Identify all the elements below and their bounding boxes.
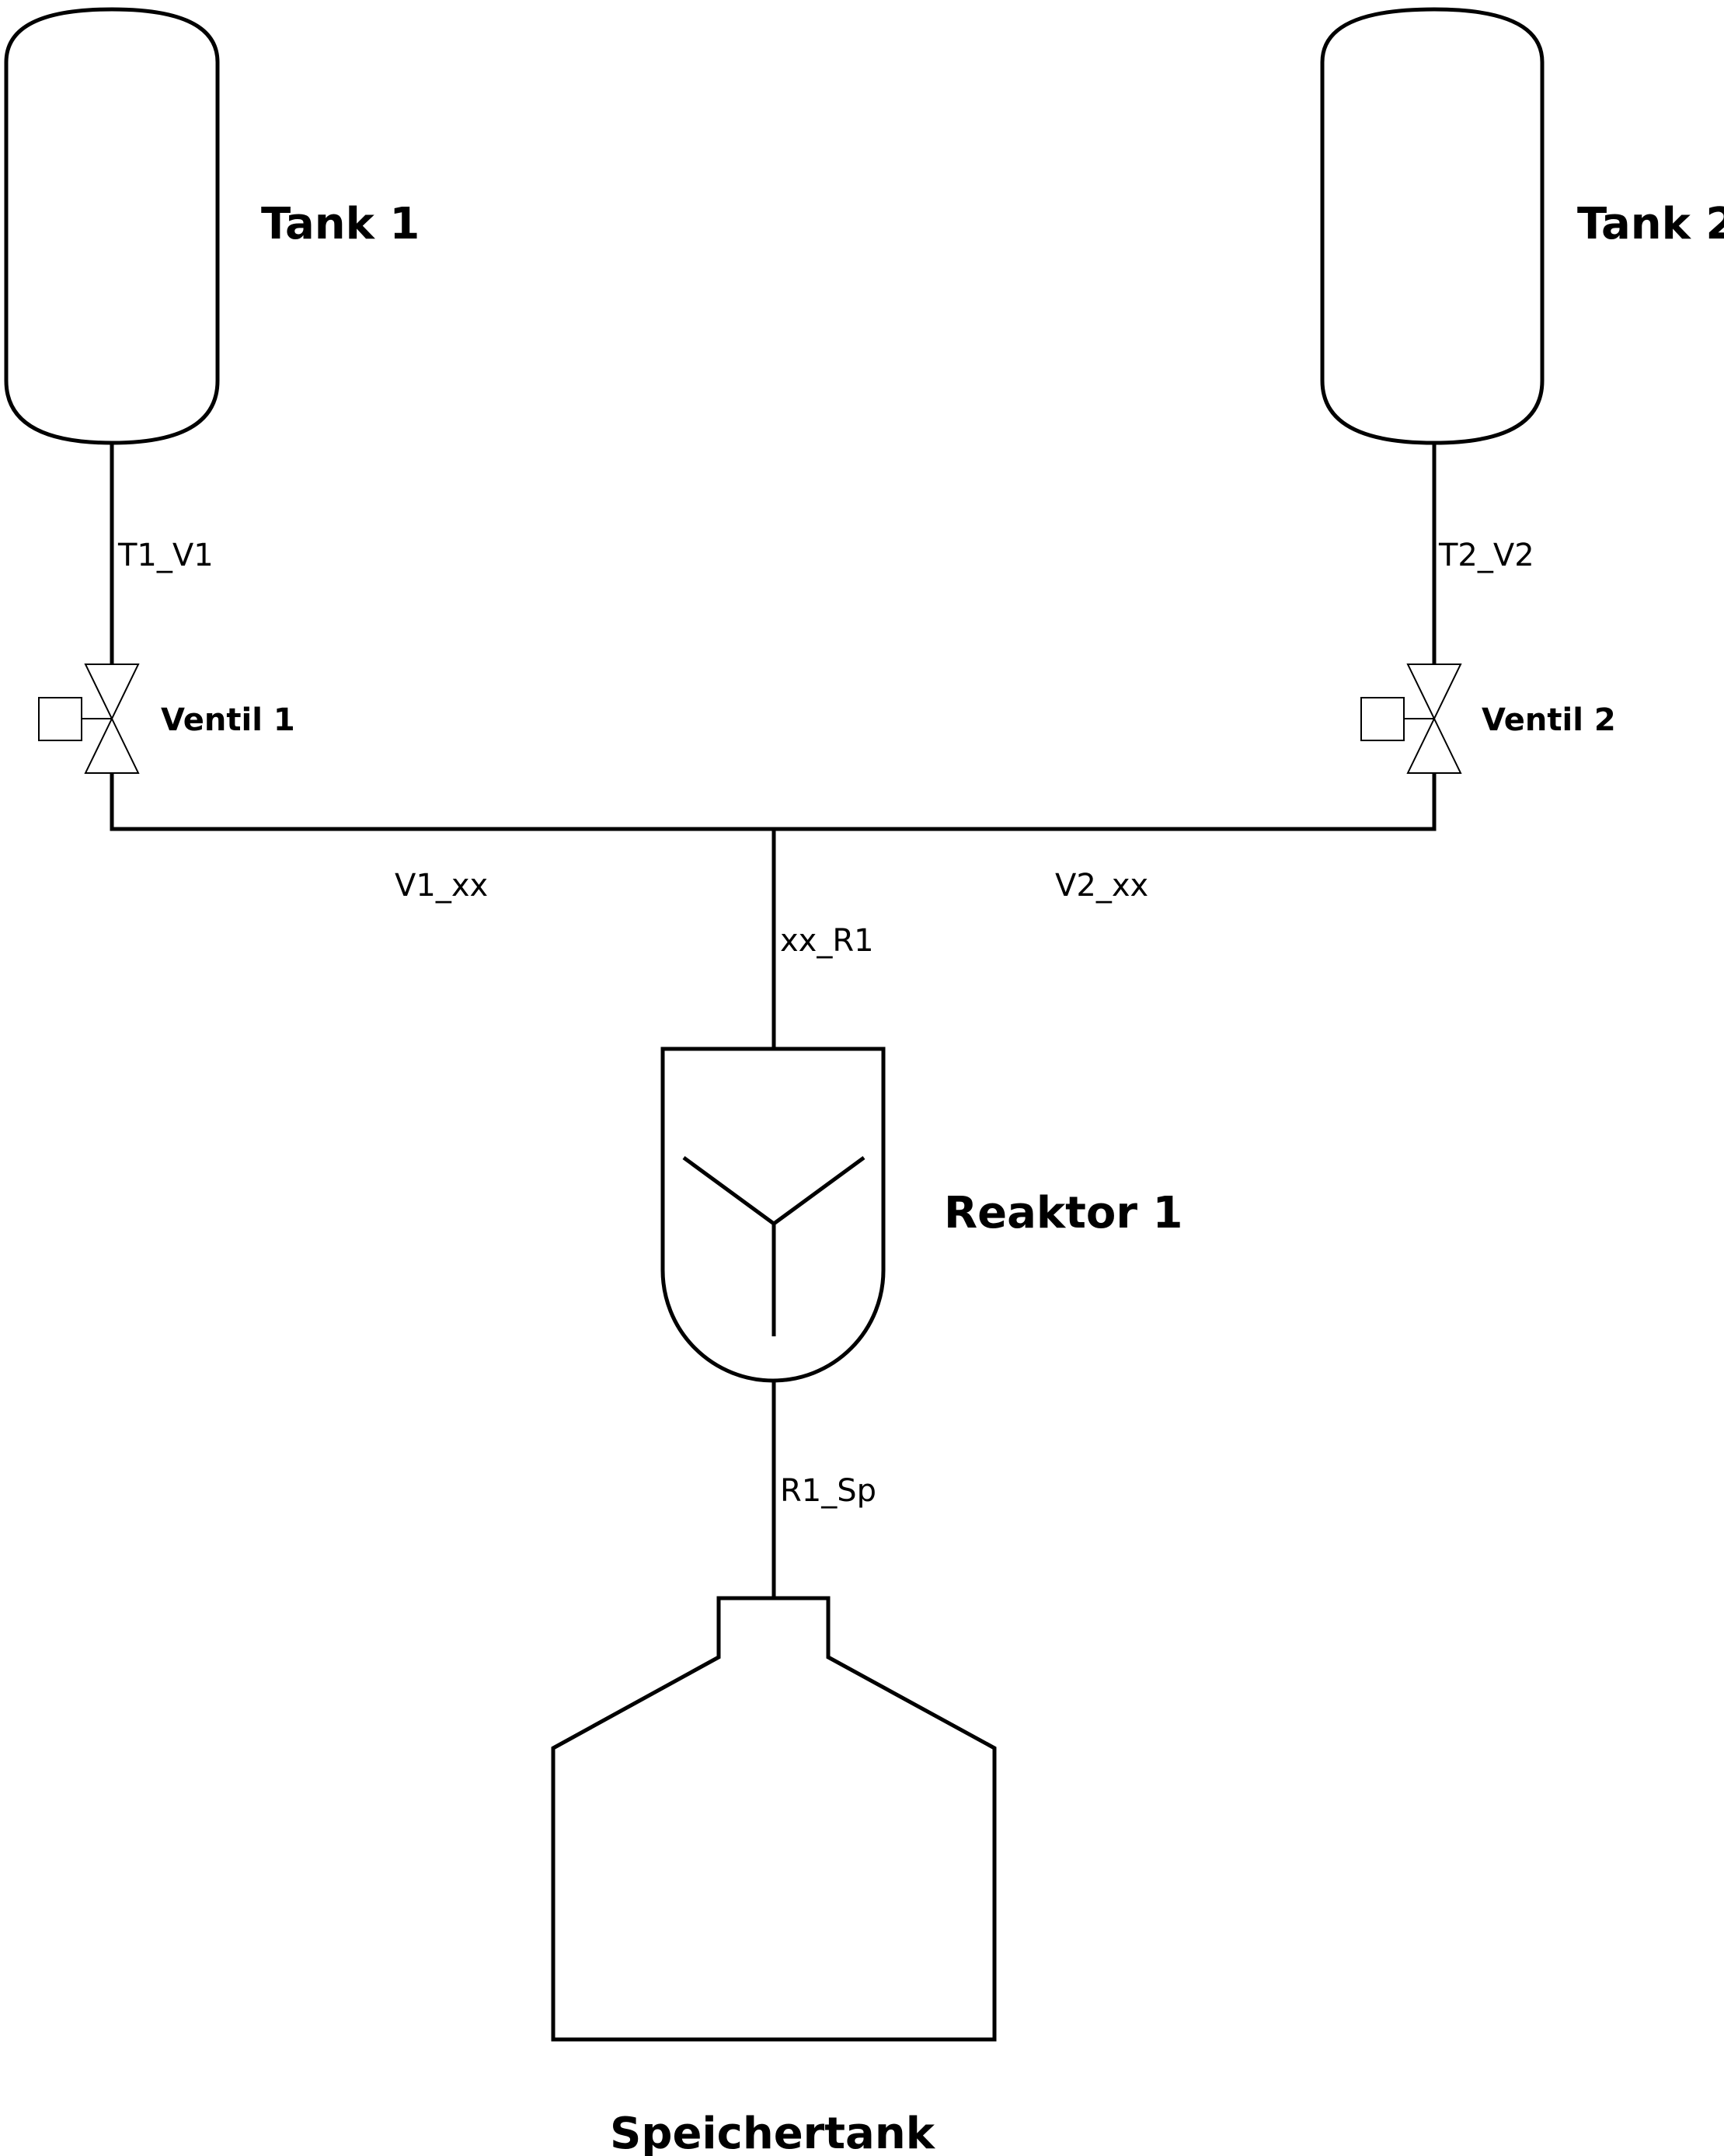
reactor-1-vessel-icon: [660, 1047, 886, 1383]
reactor-1-agitator-icon: [682, 1155, 865, 1336]
storage-tank-label: Speichertank: [610, 2109, 936, 2156]
pipe-v1-xx: [110, 773, 774, 831]
valve-2[interactable]: [1360, 664, 1462, 774]
valve-1-actuator-icon: [38, 697, 82, 741]
tank-2-vessel-icon: [1320, 7, 1545, 445]
pipe-v2-xx: [774, 773, 1437, 831]
tank-2[interactable]: [1320, 7, 1545, 445]
storage-tank-icon: [551, 1596, 997, 2042]
valve-1[interactable]: [38, 664, 140, 774]
pipe-r1-sp-label: R1_Sp: [780, 1473, 876, 1509]
pipe-v1-xx-label: V1_xx: [395, 868, 488, 904]
valve-2-gate-valve-icon: [1360, 664, 1462, 774]
tank-2-label: Tank 2: [1577, 199, 1724, 249]
tank-1-vessel-icon: [4, 7, 220, 445]
pipe-t2-v2-label: T2_V2: [1438, 538, 1534, 573]
valve-1-label: Ventil 1: [161, 702, 295, 738]
pipe-v2-xx-label: V2_xx: [1055, 868, 1148, 904]
valve-2-actuator-icon: [1360, 697, 1405, 741]
storage-tank[interactable]: [551, 1596, 997, 2042]
reactor-1[interactable]: [660, 1047, 886, 1383]
tank-1[interactable]: [4, 7, 220, 445]
pipe-xx-r1-label: xx_R1: [780, 923, 874, 959]
valve-2-upper-cone: [1406, 664, 1462, 721]
valve-1-gate-valve-icon: [38, 664, 140, 774]
valve-2-lower-cone: [1406, 716, 1462, 774]
valve-2-label: Ventil 2: [1482, 702, 1616, 738]
tank-1-label: Tank 1: [261, 199, 420, 249]
pipe-t1-v1-label: T1_V1: [117, 538, 214, 573]
reactor-1-label: Reaktor 1: [944, 1188, 1182, 1238]
valve-1-lower-cone: [84, 716, 140, 774]
valve-1-upper-cone: [84, 664, 140, 721]
